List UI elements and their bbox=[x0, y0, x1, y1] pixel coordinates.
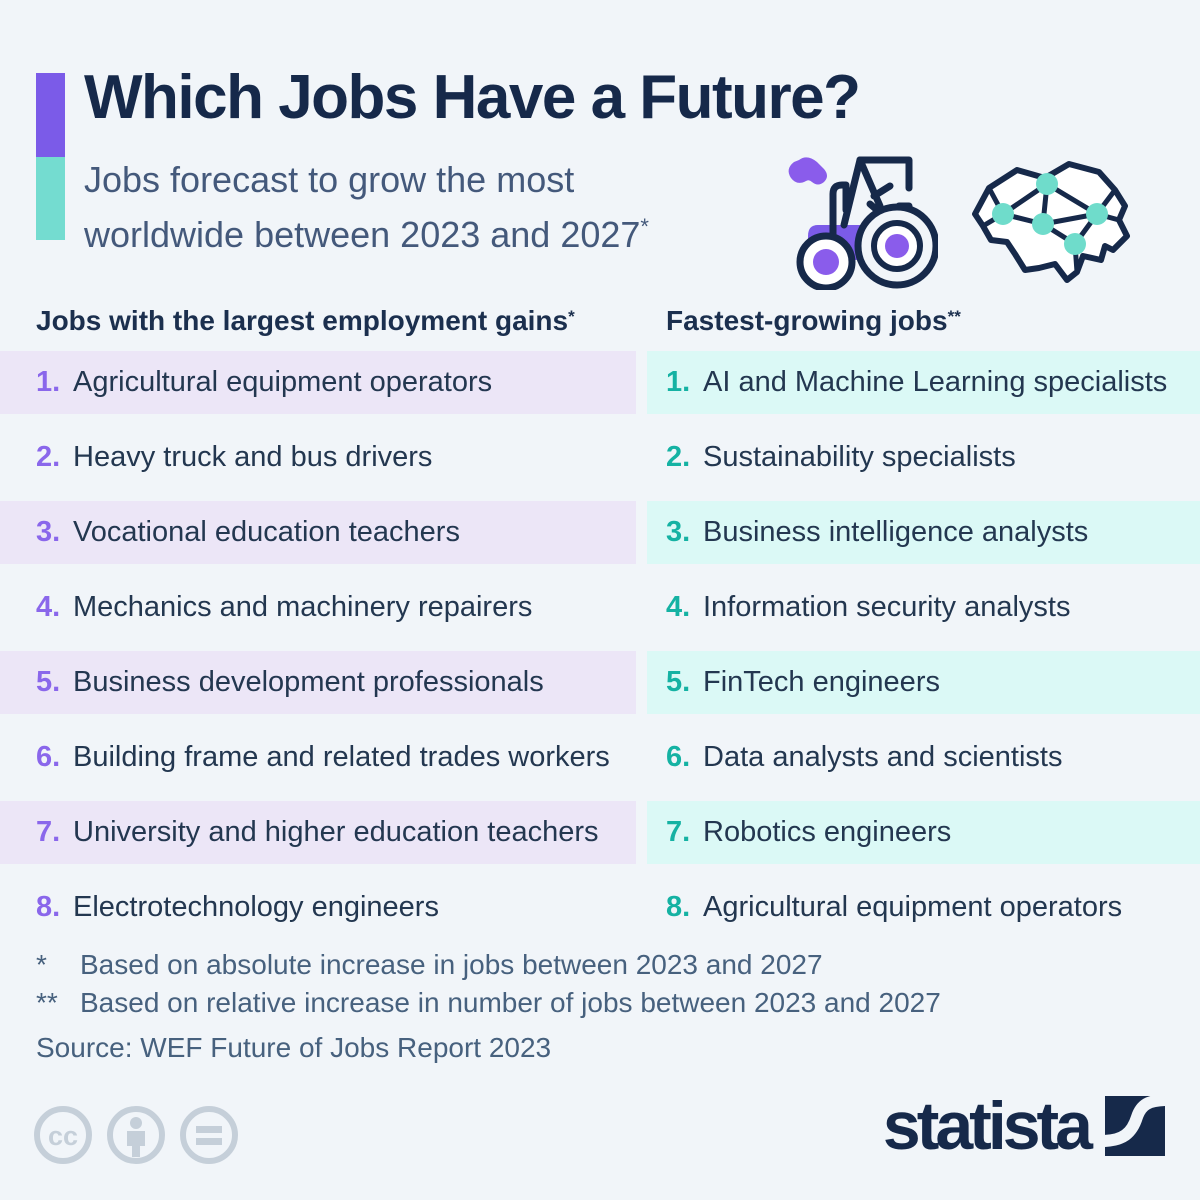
list-item: 5. FinTech engineers bbox=[647, 645, 1200, 720]
list-item: 8. Electrotechnology engineers bbox=[0, 870, 636, 945]
ai-brain-network-icon bbox=[955, 150, 1145, 295]
list-item: 3. Vocational education teachers bbox=[0, 495, 636, 570]
list-item: 6. Data analysts and scientists bbox=[647, 720, 1200, 795]
subtitle-line1: Jobs forecast to grow the most bbox=[84, 159, 575, 200]
footnote-marker: * bbox=[36, 949, 47, 980]
attribution-person-icon bbox=[107, 1106, 165, 1164]
cc-icon bbox=[34, 1106, 92, 1164]
svg-text:cc: cc bbox=[48, 1121, 78, 1151]
statista-brand: statista bbox=[882, 1088, 1165, 1164]
rank-number: 8. bbox=[36, 891, 61, 923]
job-label: Electrotechnology engineers bbox=[73, 891, 439, 923]
rank-number: 3. bbox=[666, 516, 691, 548]
rank-number: 8. bbox=[666, 891, 691, 923]
footnote-text: Based on relative increase in number of … bbox=[80, 987, 941, 1018]
equals-icon bbox=[180, 1106, 238, 1164]
job-label: Business intelligence analysts bbox=[703, 516, 1089, 548]
job-label: FinTech engineers bbox=[703, 666, 940, 698]
ranked-lists: Jobs with the largest employment gains * … bbox=[0, 297, 1200, 945]
rank-number: 6. bbox=[36, 741, 61, 773]
rank-number: 5. bbox=[666, 666, 691, 698]
job-label: AI and Machine Learning specialists bbox=[703, 366, 1168, 398]
list-item: 7. University and higher education teache… bbox=[0, 795, 636, 870]
job-label: Agricultural equipment operators bbox=[703, 891, 1123, 923]
list-item: 4. Information security analysts bbox=[647, 570, 1200, 645]
list-item: 7. Robotics engineers bbox=[647, 795, 1200, 870]
job-label: Business development professionals bbox=[73, 666, 544, 698]
subtitle-line2: worldwide between 2023 and 2027 bbox=[84, 214, 641, 255]
column-employment-gains: Jobs with the largest employment gains * … bbox=[0, 297, 636, 945]
footnote-relative: ** Based on relative increase in number … bbox=[36, 984, 941, 1022]
header-accent-bar bbox=[36, 73, 65, 240]
source-line: Source: WEF Future of Jobs Report 2023 bbox=[36, 1032, 552, 1063]
list-item: 4. Mechanics and machinery repairers bbox=[0, 570, 636, 645]
job-label: Mechanics and machinery repairers bbox=[73, 591, 533, 623]
job-label: Agricultural equipment operators bbox=[73, 366, 493, 398]
rank-number: 1. bbox=[36, 366, 61, 398]
list-item: 5. Business development professionals bbox=[0, 645, 636, 720]
list-item: 2. Heavy truck and bus drivers bbox=[0, 420, 636, 495]
job-label: University and higher education teachers bbox=[73, 816, 599, 848]
accent-bar-teal bbox=[36, 156, 65, 240]
column-header-right: Fastest-growing jobs ** bbox=[666, 305, 961, 336]
list-item: 8. Agricultural equipment operators bbox=[647, 870, 1200, 945]
rank-number: 2. bbox=[36, 441, 61, 473]
rank-number: 7. bbox=[36, 816, 61, 848]
footnote-text: Based on absolute increase in jobs betwe… bbox=[80, 949, 823, 980]
footnote-marker: ** bbox=[36, 987, 58, 1018]
footnote-absolute: * Based on absolute increase in jobs bet… bbox=[36, 946, 941, 984]
rank-number: 3. bbox=[36, 516, 61, 548]
page-title: Which Jobs Have a Future? bbox=[84, 63, 861, 132]
page-subtitle: Jobs forecast to grow the most worldwide… bbox=[84, 156, 649, 258]
job-label: Building frame and related trades worker… bbox=[73, 741, 610, 773]
header-asterisk: * bbox=[568, 307, 575, 326]
subtitle-asterisk: * bbox=[640, 214, 649, 239]
list-item: 3. Business intelligence analysts bbox=[647, 495, 1200, 570]
rank-number: 6. bbox=[666, 741, 691, 773]
job-label: Information security analysts bbox=[703, 591, 1071, 623]
statista-logo-icon bbox=[1105, 1096, 1165, 1156]
header-double-asterisk: ** bbox=[947, 307, 961, 326]
rank-number: 1. bbox=[666, 366, 691, 398]
rank-number: 5. bbox=[36, 666, 61, 698]
job-label: Sustainability specialists bbox=[703, 441, 1016, 473]
job-label: Robotics engineers bbox=[703, 816, 952, 848]
cc-license-icons: cc bbox=[32, 1104, 240, 1171]
column-fastest-growing: Fastest-growing jobs ** 1. AI and Machine … bbox=[647, 297, 1200, 945]
rank-number: 2. bbox=[666, 441, 691, 473]
list-item: 1. Agricultural equipment operators bbox=[0, 345, 636, 420]
rank-number: 4. bbox=[36, 591, 61, 623]
footnotes: * Based on absolute increase in jobs bet… bbox=[36, 946, 941, 1022]
job-label: Vocational education teachers bbox=[73, 516, 460, 548]
statista-wordmark: statista bbox=[882, 1088, 1093, 1164]
rank-number: 4. bbox=[666, 591, 691, 623]
job-label: Heavy truck and bus drivers bbox=[73, 441, 433, 473]
column-header-left: Jobs with the largest employment gains * bbox=[36, 305, 575, 336]
accent-bar-purple bbox=[36, 73, 65, 157]
job-label: Data analysts and scientists bbox=[703, 741, 1063, 773]
list-item: 1. AI and Machine Learning specialists bbox=[647, 345, 1200, 420]
list-item: 2. Sustainability specialists bbox=[647, 420, 1200, 495]
list-item: 6. Building frame and related trades work… bbox=[0, 720, 636, 795]
rank-number: 7. bbox=[666, 816, 691, 848]
tractor-icon bbox=[780, 148, 940, 295]
